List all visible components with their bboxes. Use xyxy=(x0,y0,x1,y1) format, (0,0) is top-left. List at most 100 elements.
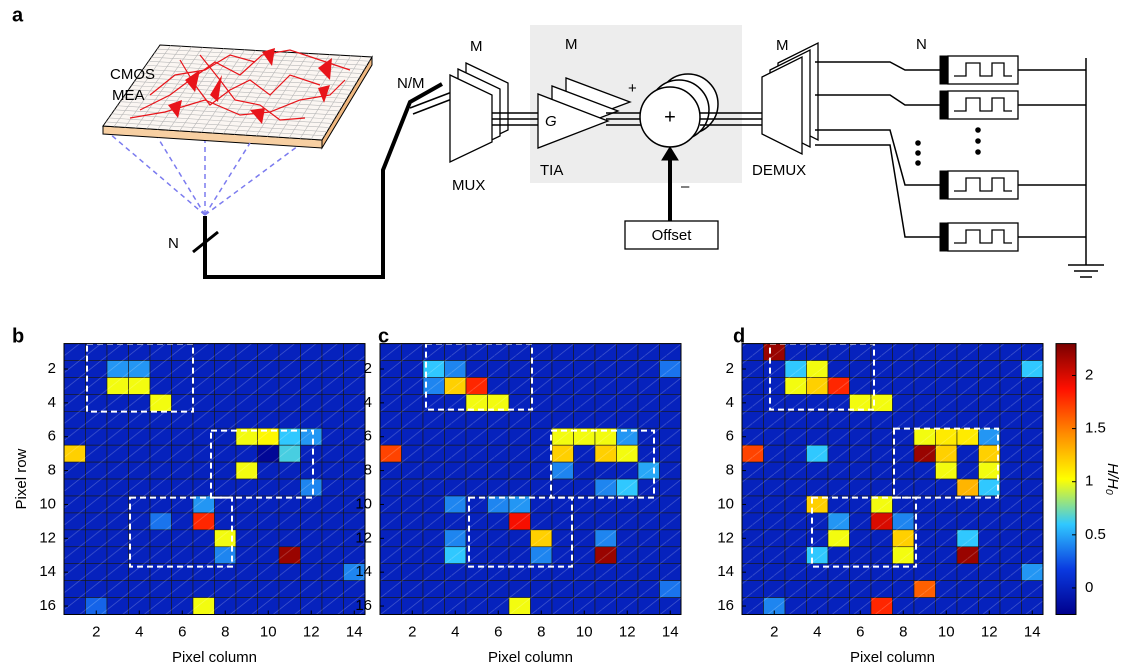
cell-texture xyxy=(64,343,365,615)
bus-slash xyxy=(192,230,219,254)
plot-frame xyxy=(379,343,682,615)
output-line xyxy=(815,129,942,186)
square-wave xyxy=(954,97,1012,112)
schematic: a CMOS MEA xyxy=(12,4,1104,279)
offset-box xyxy=(624,220,719,250)
y-tick-label: 6 xyxy=(48,428,56,445)
square-wave xyxy=(954,229,1012,244)
x-tick-label: 6 xyxy=(494,623,502,640)
x-axis-label: Pixel column xyxy=(488,649,573,666)
x-tick-label: 4 xyxy=(451,623,459,640)
mea-grid-line xyxy=(111,113,330,128)
mea-grid-line xyxy=(288,55,341,139)
x-tick-label: 2 xyxy=(92,623,100,640)
x-tick-label: 10 xyxy=(576,623,593,640)
colorbar-tick-label: 1.5 xyxy=(1085,420,1106,437)
electrode-block xyxy=(939,222,949,252)
bus-label: N/M xyxy=(397,75,425,92)
y-tick-label: 8 xyxy=(48,462,56,479)
y-tick-label: 12 xyxy=(355,529,372,546)
x-tick-label: 10 xyxy=(938,623,955,640)
colorbar-tick-label: 2 xyxy=(1085,366,1093,383)
mux-count: M xyxy=(470,38,483,55)
roi-box xyxy=(210,429,314,499)
wire xyxy=(409,91,453,109)
electrode-block xyxy=(939,55,949,85)
sign: – xyxy=(681,178,690,195)
mea-grid-line xyxy=(256,53,309,136)
x-tick-label: 14 xyxy=(662,623,679,640)
ellipsis xyxy=(915,127,981,166)
adder-sign: + xyxy=(664,106,676,128)
x-tick-label: 14 xyxy=(1024,623,1041,640)
output-box xyxy=(947,55,1019,85)
output-box xyxy=(947,90,1019,120)
x-tick-label: 14 xyxy=(346,623,363,640)
y-tick-label: 4 xyxy=(364,394,372,411)
output-box xyxy=(947,222,1019,252)
y-tick-label: 8 xyxy=(364,462,372,479)
y-tick-label: 10 xyxy=(717,495,734,512)
mea-grid-line xyxy=(131,85,348,99)
wire xyxy=(203,82,443,279)
output-line xyxy=(815,144,942,238)
plot-frame xyxy=(63,343,366,615)
mea-grid-line xyxy=(108,117,328,132)
electrode-lines xyxy=(109,133,299,216)
x-tick-label: 12 xyxy=(619,623,636,640)
outputs xyxy=(815,55,1086,252)
colorbar-tick-label: 0.5 xyxy=(1085,526,1106,543)
y-tick-label: 4 xyxy=(726,394,734,411)
y-tick-label: 8 xyxy=(726,462,734,479)
tia-label: TIA xyxy=(540,162,563,179)
arrow-head xyxy=(661,146,679,161)
mea-grid-line xyxy=(128,89,345,103)
roi-box xyxy=(129,496,233,568)
mea-top xyxy=(102,44,373,141)
demux-label: DEMUX xyxy=(752,162,806,179)
y-tick-label: 16 xyxy=(717,597,734,614)
roi-box xyxy=(468,496,573,568)
y-tick-label: 16 xyxy=(355,597,372,614)
y-tick-label: 2 xyxy=(48,360,56,377)
y-axis-label: Pixel row xyxy=(13,448,30,509)
x-tick-label: 8 xyxy=(221,623,229,640)
electrode-block xyxy=(939,170,949,200)
mea-grid-line xyxy=(223,51,277,134)
demux-count: M xyxy=(776,37,789,54)
x-tick-label: 8 xyxy=(537,623,545,640)
x-tick-label: 6 xyxy=(178,623,186,640)
tia-count: M xyxy=(565,36,578,53)
y-tick-label: 2 xyxy=(364,360,372,377)
x-tick-label: 12 xyxy=(303,623,320,640)
demux xyxy=(761,55,803,156)
y-tick-label: 14 xyxy=(355,563,372,580)
mea-grid-line xyxy=(105,121,325,137)
y-tick-label: 14 xyxy=(717,563,734,580)
y-tick-label: 14 xyxy=(39,563,56,580)
cell-texture xyxy=(742,343,1043,615)
mea-label: CMOS xyxy=(110,66,155,83)
cell-texture xyxy=(380,343,681,615)
x-tick-label: 4 xyxy=(813,623,821,640)
x-tick-label: 2 xyxy=(408,623,416,640)
x-axis-label: Pixel column xyxy=(850,649,935,666)
wire xyxy=(412,98,453,115)
roi-box xyxy=(550,429,655,499)
x-tick-label: 8 xyxy=(899,623,907,640)
tia xyxy=(537,93,610,149)
x-tick-label: 10 xyxy=(260,623,277,640)
mux-label: MUX xyxy=(452,177,485,194)
x-axis-label: Pixel column xyxy=(172,649,257,666)
output-line xyxy=(815,61,942,71)
colorbar xyxy=(1055,343,1077,615)
plot-frame xyxy=(741,343,1044,615)
y-tick-label: 6 xyxy=(364,428,372,445)
x-tick-label: 2 xyxy=(770,623,778,640)
mea-grid-line xyxy=(125,93,343,108)
y-tick-label: 2 xyxy=(726,360,734,377)
mea-grid-line xyxy=(120,101,338,116)
x-tick-label: 4 xyxy=(135,623,143,640)
panel-label: a xyxy=(12,4,24,26)
